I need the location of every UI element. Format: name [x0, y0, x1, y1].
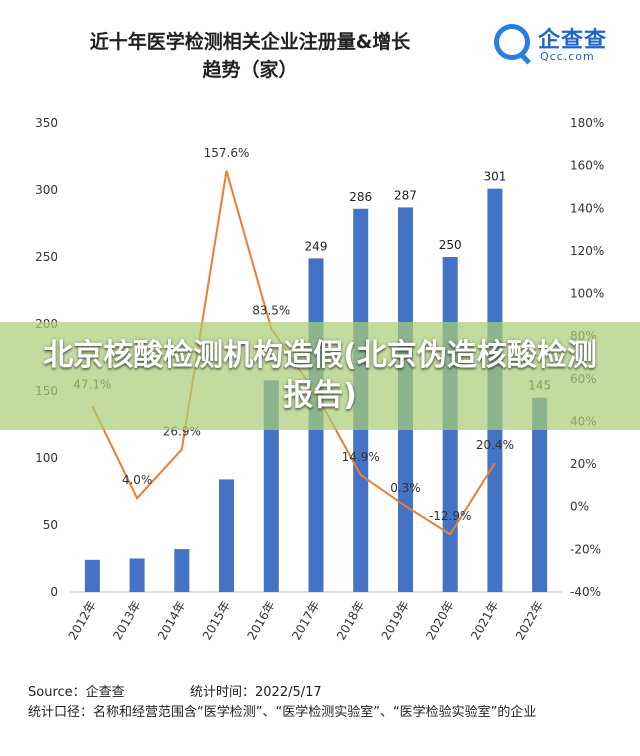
- qcc-logo: 企查查 Qcc.com: [494, 22, 624, 66]
- x-tick-label: 2012年: [66, 599, 99, 643]
- bar-value-label: 301: [483, 170, 506, 184]
- bar: [219, 479, 235, 592]
- bar: [84, 559, 100, 592]
- growth-value-label: 157.6%: [204, 146, 250, 160]
- footer-time: 统计时间：2022/5/17: [190, 685, 322, 700]
- y-right-tick-label: 20%: [570, 457, 597, 471]
- bar: [532, 397, 548, 592]
- x-tick-label: 2015年: [200, 599, 233, 643]
- y-left-tick-label: 350: [35, 116, 58, 130]
- chart-footer: Source：企查查 统计时间：2022/5/17 统计口径：名称和经营范围含“…: [28, 683, 628, 723]
- footer-source: Source：企查查: [28, 685, 125, 700]
- y-right-tick-label: -20%: [570, 542, 601, 556]
- growth-value-label: 20.4%: [476, 438, 514, 452]
- bar-value-label: 249: [305, 239, 328, 253]
- y-left-tick-label: 50: [43, 518, 58, 532]
- logo-text-en: Qcc.com: [540, 50, 595, 63]
- y-right-tick-label: 100%: [570, 287, 604, 301]
- growth-value-label: 14.9%: [342, 450, 380, 464]
- x-tick-label: 2021年: [468, 599, 501, 643]
- x-tick-label: 2016年: [244, 599, 277, 643]
- chart-title-line1: 近十年医学检测相关企业注册量&增长: [89, 31, 411, 53]
- y-right-tick-label: -40%: [570, 585, 601, 599]
- bar-value-label: 286: [349, 190, 372, 204]
- growth-value-label: 4.0%: [122, 473, 153, 487]
- x-tick-label: 2022年: [513, 599, 546, 643]
- logo-text-cn: 企查查: [538, 28, 608, 53]
- bar-value-label: 287: [394, 188, 417, 202]
- overlay-banner: [0, 322, 640, 430]
- y-left-tick-label: 100: [35, 451, 58, 465]
- bar-value-label: 250: [439, 238, 462, 252]
- bar-line-chart: 050100150200250300350-40%-20%0%20%40%60%…: [35, 116, 604, 643]
- x-tick-label: 2013年: [110, 599, 143, 643]
- chart-title: 近十年医学检测相关企业注册量&增长 趋势（家）: [0, 28, 500, 84]
- bar: [129, 558, 145, 592]
- x-tick-label: 2017年: [289, 599, 322, 643]
- bar: [263, 380, 279, 592]
- x-tick-label: 2014年: [155, 599, 188, 643]
- footer-note: 统计口径：名称和经营范围含“医学检测”、“医学检测实验室”、“医学检验实验室”的…: [28, 705, 537, 720]
- x-tick-label: 2020年: [423, 599, 456, 643]
- x-tick-label: 2019年: [379, 599, 412, 643]
- y-left-tick-label: 250: [35, 250, 58, 264]
- growth-value-label: -12.9%: [429, 509, 471, 523]
- chart-title-line2: 趋势（家）: [202, 59, 298, 81]
- y-left-tick-label: 300: [35, 183, 58, 197]
- growth-value-label: 0.3%: [390, 481, 421, 495]
- qcc-logo-icon: [494, 24, 530, 60]
- y-right-tick-label: 180%: [570, 116, 604, 130]
- y-right-tick-label: 140%: [570, 201, 604, 215]
- bar: [174, 549, 190, 592]
- y-right-tick-label: 0%: [570, 500, 589, 514]
- y-right-tick-label: 160%: [570, 159, 604, 173]
- y-right-tick-label: 120%: [570, 244, 604, 258]
- overlay-banner-text: 北京核酸检测机构造假(北京伪造核酸检测报告): [43, 338, 597, 413]
- x-tick-label: 2018年: [334, 599, 367, 643]
- y-left-tick-label: 0: [50, 585, 58, 599]
- growth-value-label: 83.5%: [252, 304, 290, 318]
